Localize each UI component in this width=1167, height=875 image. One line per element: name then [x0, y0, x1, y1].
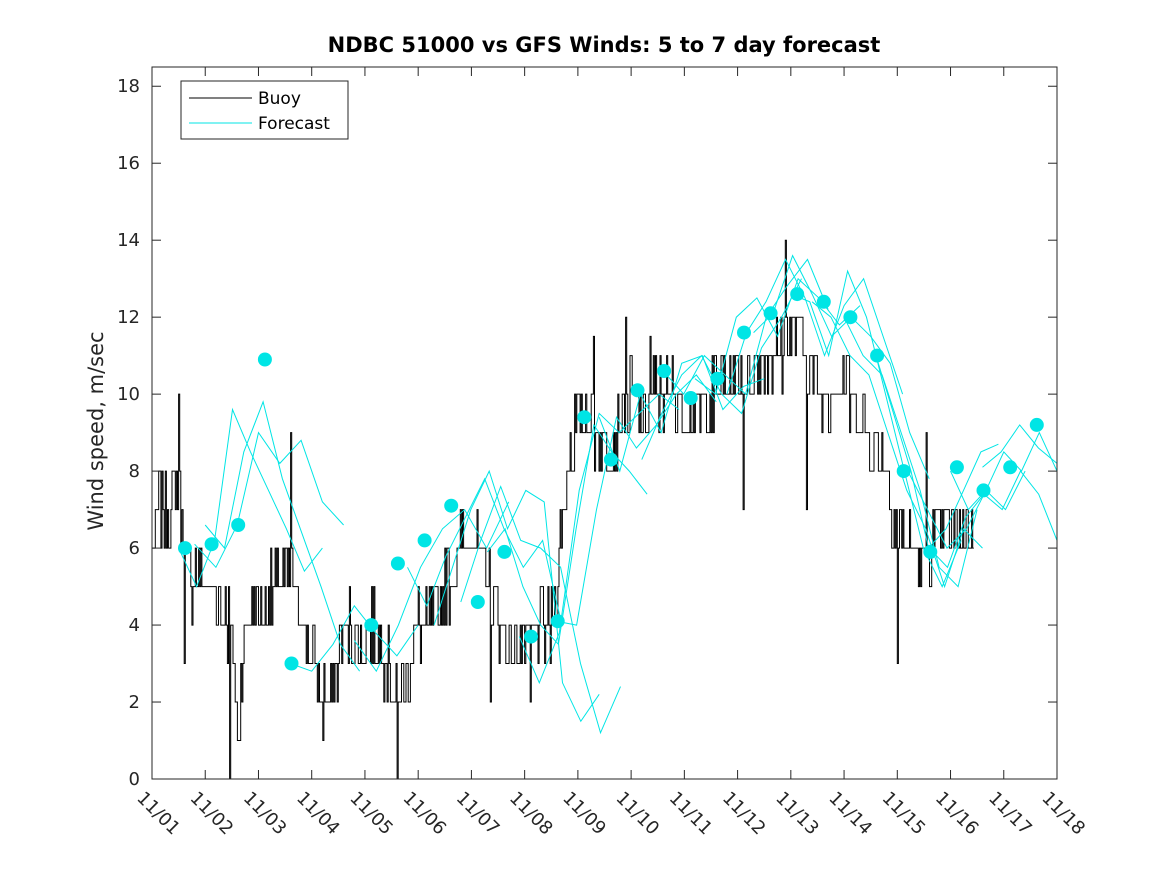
forecast-marker [178, 541, 192, 556]
forecast-marker [524, 629, 538, 644]
forecast-run-line [694, 277, 861, 395]
forecast-run-line [753, 254, 930, 479]
forecast-marker [976, 483, 991, 498]
forecast-run-line [204, 400, 361, 672]
forecast-marker [1029, 417, 1044, 432]
forecast-run-line [726, 258, 904, 395]
forecast-run-line [353, 501, 510, 673]
y-axis-ticks: 0 2 4 6 8 10 12 14 16 18 [117, 76, 1057, 790]
forecast-marker [896, 464, 911, 479]
forecast-marker [710, 371, 725, 386]
forecast-run-line [178, 407, 323, 588]
axes-background [152, 67, 1057, 779]
forecast-run-line [556, 374, 717, 626]
forecast-run-line [194, 431, 344, 569]
forecast-run-line [290, 604, 419, 672]
y-tick-label: 0 [129, 769, 140, 790]
y-tick-label: 14 [117, 230, 140, 251]
forecast-marker [763, 306, 778, 321]
forecast-marker [630, 383, 645, 398]
forecast-series [178, 254, 1057, 735]
y-tick-label: 18 [117, 76, 140, 97]
forecast-marker [1003, 460, 1018, 475]
forecast-marker [417, 533, 432, 548]
y-tick-label: 4 [129, 615, 140, 636]
legend-forecast-label: Forecast [258, 114, 330, 134]
chart-title: NDBC 51000 vs GFS Winds: 5 to 7 day fore… [328, 33, 881, 57]
forecast-marker [923, 544, 938, 559]
forecast-run-line [598, 354, 765, 473]
forecast-marker [870, 348, 885, 363]
y-axis-label: Wind speed, m/sec [84, 331, 108, 530]
forecast-marker [577, 410, 592, 425]
forecast-run-line [875, 355, 999, 550]
forecast-markers [178, 287, 1044, 671]
forecast-marker [364, 618, 379, 633]
forecast-run-line [907, 470, 1026, 549]
forecast-run-line [982, 424, 1057, 468]
y-tick-label: 12 [117, 307, 140, 328]
forecast-marker [497, 544, 512, 559]
y-tick-label: 6 [129, 538, 140, 559]
forecast-marker [603, 452, 618, 467]
y-tick-label: 8 [129, 461, 140, 482]
forecast-marker [683, 391, 698, 405]
forecast-run-line [487, 423, 648, 646]
y-tick-label: 16 [117, 153, 140, 174]
forecast-marker [737, 325, 751, 340]
forecast-marker [550, 614, 565, 629]
forecast-marker [390, 556, 405, 571]
y-tick-label: 2 [129, 692, 140, 713]
forecast-run-line [843, 316, 978, 588]
forecast-marker [470, 595, 485, 609]
forecast-run-line [950, 431, 1057, 511]
forecast-run-line [928, 470, 1057, 569]
forecast-run-line [641, 278, 802, 460]
forecast-marker [843, 310, 858, 325]
forecast-marker [949, 460, 964, 475]
legend-box [180, 80, 349, 140]
forecast-marker [284, 656, 299, 671]
forecast-run-line [518, 393, 680, 685]
legend: Buoy Forecast [180, 80, 349, 140]
forecast-run-line [811, 301, 983, 589]
forecast-marker [204, 537, 219, 552]
forecast-run-line [460, 485, 621, 735]
forecast-run-line [433, 469, 600, 723]
forecast-run-line [407, 477, 563, 626]
forecast-marker [231, 518, 246, 532]
forecast-marker [816, 294, 831, 309]
forecast-marker [790, 287, 805, 302]
legend-buoy-label: Buoy [258, 89, 301, 109]
forecast-marker [257, 352, 272, 367]
forecast-run-line [662, 258, 829, 396]
y-tick-label: 10 [117, 384, 140, 405]
axes-box [151, 66, 1058, 780]
forecast-marker [444, 498, 459, 513]
forecast-marker [657, 364, 672, 378]
